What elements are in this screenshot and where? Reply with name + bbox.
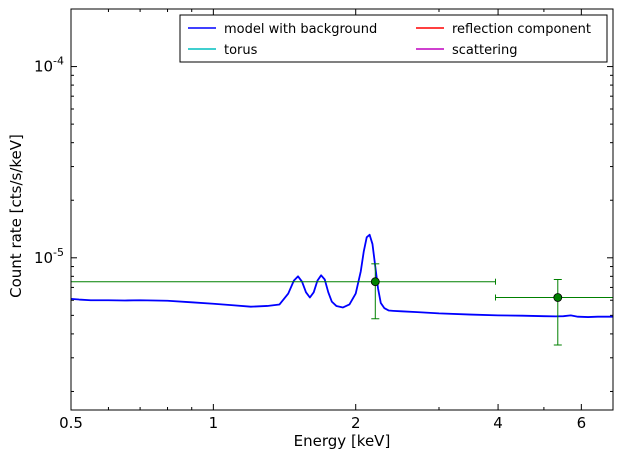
x-axis-label: Energy [keV]	[294, 432, 391, 450]
x-tick-labels: 0.5 1 2 4 6	[59, 414, 586, 432]
legend: model with background reflection compone…	[179, 14, 608, 63]
legend-label-scattering: scattering	[452, 43, 518, 58]
x-tick-label: 0.5	[59, 414, 83, 432]
data-point-marker	[553, 293, 563, 302]
x-tick-label: 2	[351, 414, 361, 432]
y-axis-label: Count rate [cts/s/keV]	[7, 134, 25, 298]
x-tick-label: 1	[209, 414, 219, 432]
y-tick-labels: 10-5 10-4	[34, 55, 64, 267]
plot-frame	[70, 8, 614, 411]
data-point-marker	[370, 277, 380, 287]
x-tick-label: 6	[577, 414, 587, 432]
legend-box	[179, 14, 608, 63]
data-point-group	[70, 263, 496, 320]
y-tick-label: 10-4	[34, 55, 64, 76]
legend-label-torus: torus	[224, 43, 258, 58]
series-line-model-with-background	[70, 233, 613, 318]
series-layer	[70, 233, 613, 318]
plot-area	[71, 9, 613, 410]
legend-label-reflection-component: reflection component	[452, 22, 591, 37]
legend-label-model-with-background: model with background	[224, 22, 377, 37]
y-tick-label: 10-5	[34, 246, 64, 267]
x-tick-label: 4	[493, 414, 503, 432]
